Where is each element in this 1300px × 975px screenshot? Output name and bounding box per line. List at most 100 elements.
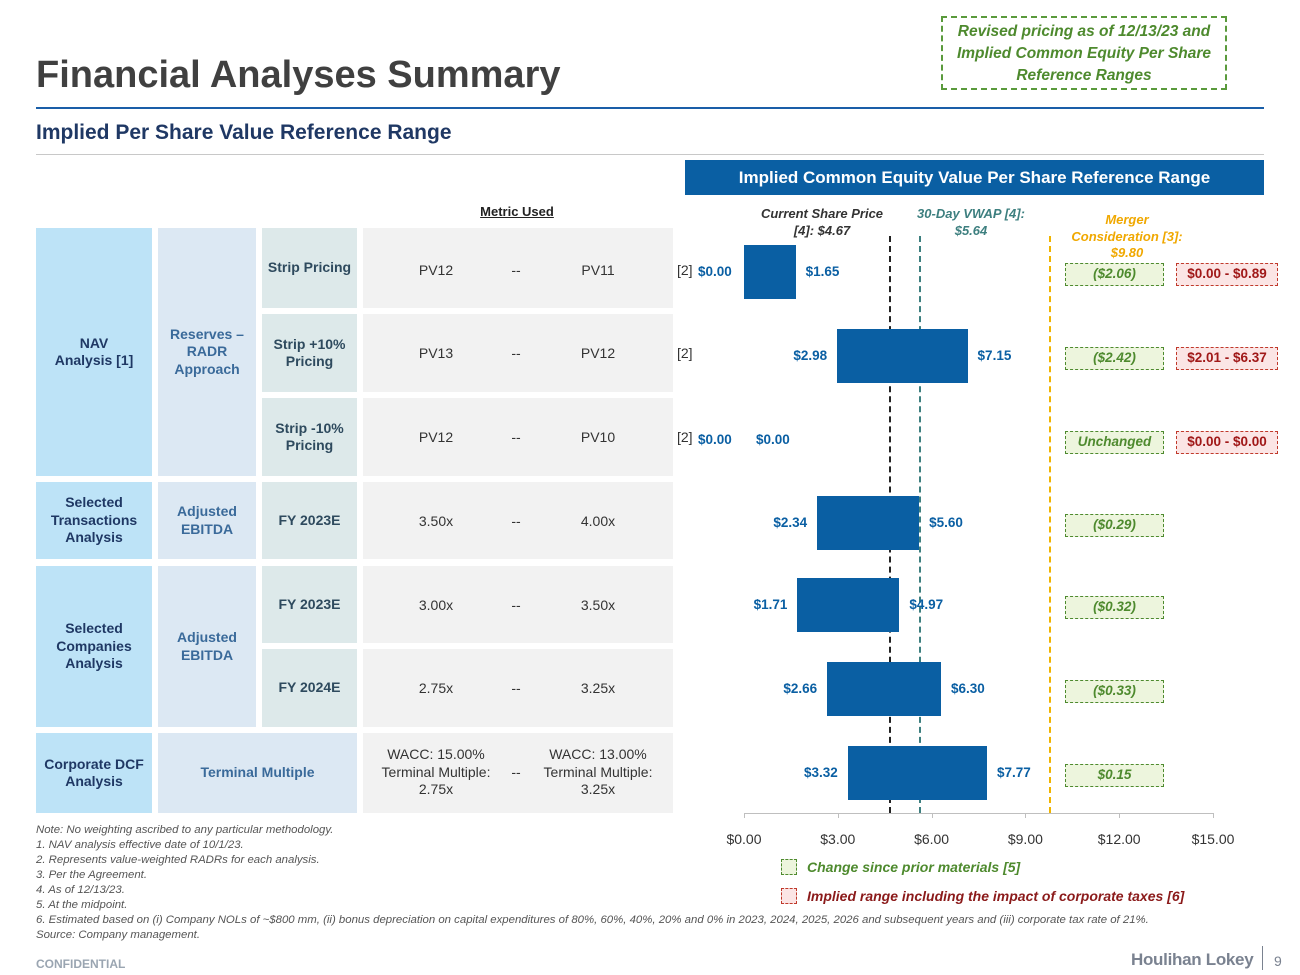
metric-low: 3.00x — [418, 597, 454, 613]
range-low-label: $2.34 — [773, 515, 808, 530]
group-transactions: Selected Transactions Analysis — [36, 482, 152, 559]
group-transactions-metric: Adjusted EBITDA — [158, 482, 256, 559]
metric-high: PV10 — [580, 429, 616, 445]
legend-change-swatch — [781, 859, 797, 875]
footnote-ref: [2] — [677, 429, 693, 445]
group-reserves-label: Reserves – RADR Approach — [170, 325, 244, 377]
change-badge: ($0.29) — [1065, 514, 1164, 537]
basis-cell: Strip Pricing — [262, 228, 357, 308]
range-low-label: $0.00 — [698, 264, 732, 279]
metric-low: PV12 — [418, 429, 454, 445]
page-title: Financial Analyses Summary — [36, 54, 561, 96]
range-high-label: $5.60 — [929, 515, 963, 530]
metric-high: 3.50x — [580, 597, 616, 613]
range-high-label: $6.30 — [950, 681, 985, 696]
range-low-label: $2.98 — [793, 348, 828, 363]
transactions-metric-label: Adjusted EBITDA — [177, 503, 237, 537]
basis-cell: FY 2024E — [262, 649, 357, 727]
revised-note: Revised pricing as of 12/13/23 and Impli… — [941, 16, 1227, 90]
footnote-line: Source: Company management. — [36, 929, 200, 941]
group-companies-metric: Adjusted EBITDA — [158, 566, 256, 727]
page-number: 9 — [1274, 953, 1282, 969]
company-logo: Houlihan Lokey — [1131, 950, 1254, 969]
range-bar — [847, 746, 987, 800]
range-low-label: $2.66 — [783, 681, 818, 696]
metric-low: 2.75x — [418, 680, 454, 696]
group-transactions-label: Selected Transactions Analysis — [50, 494, 138, 546]
range-low-label: $1.71 — [753, 597, 788, 612]
group-companies: Selected Companies Analysis — [36, 566, 152, 727]
group-reserves: Reserves – RADR Approach — [158, 228, 256, 476]
metric-high: PV12 — [580, 345, 616, 361]
range-high-label: $4.97 — [909, 597, 944, 612]
footnote-line: 2. Represents value-weighted RADRs for e… — [36, 854, 320, 866]
title-rule — [36, 107, 1264, 109]
metric-cell — [363, 314, 673, 392]
metric-cell — [363, 482, 673, 559]
basis-label: FY 2023E — [278, 595, 341, 612]
basis-cell: Strip +10% Pricing — [262, 314, 357, 392]
confidential-label: CONFIDENTIAL — [36, 957, 126, 971]
footnote-ref: [2] — [677, 345, 693, 361]
footnotes: Note: No weighting ascribed to any parti… — [36, 823, 1149, 943]
footnote-line: 6. Estimated based on (i) Company NOLs o… — [36, 914, 1149, 926]
group-dcf: Corporate DCF Analysis — [36, 733, 152, 813]
change-badge: Unchanged — [1065, 431, 1164, 454]
range-high-label: $1.65 — [805, 264, 840, 279]
x-axis — [744, 813, 1214, 814]
chart-banner: Implied Common Equity Value Per Share Re… — [685, 160, 1264, 195]
group-dcf-metric: Terminal Multiple — [158, 733, 357, 813]
metric-sep: -- — [511, 345, 521, 361]
range-bar — [797, 578, 900, 632]
basis-label: FY 2023E — [278, 511, 341, 528]
metric-sep: -- — [511, 680, 521, 696]
logo-divider — [1262, 946, 1263, 970]
metric-low: PV13 — [418, 345, 454, 361]
range-bar — [817, 496, 920, 550]
basis-cell: FY 2023E — [262, 566, 357, 643]
metric-sep: -- — [511, 597, 521, 613]
change-badge: ($2.42) — [1065, 347, 1164, 370]
metric-cell — [363, 398, 673, 476]
group-companies-label: Selected Companies Analysis — [56, 620, 132, 672]
metric-sep: -- — [511, 513, 521, 529]
tax-range-badge: $0.00 - $0.89 — [1176, 263, 1278, 286]
basis-cell: FY 2023E — [262, 482, 357, 559]
tax-range-badge: $2.01 - $6.37 — [1176, 347, 1278, 370]
metric-cell — [363, 566, 673, 643]
x-tick-label: $15.00 — [1191, 831, 1235, 847]
metric-cell — [363, 733, 673, 813]
group-nav: NAV Analysis [1] — [36, 228, 152, 476]
metric-sep: -- — [511, 262, 521, 278]
legend-tax-label: Implied range including the impact of co… — [807, 888, 1185, 904]
metric-cell — [363, 228, 673, 308]
metric-sep: -- — [511, 429, 521, 445]
group-nav-label: NAV Analysis [1] — [54, 334, 134, 369]
dcf-metric-label: Terminal Multiple — [200, 764, 315, 781]
change-badge: ($2.06) — [1065, 263, 1164, 286]
metric-low: WACC: 15.00% Terminal Multiple: 2.75x — [381, 746, 491, 797]
metric-sep: -- — [511, 764, 521, 780]
metric-high: 3.25x — [580, 680, 616, 696]
legend-tax-swatch — [781, 888, 797, 904]
metric-low: PV12 — [418, 262, 454, 278]
basis-label: Strip Pricing — [267, 259, 352, 276]
merger-label: Merger Consideration [3]: $9.80 — [1071, 212, 1183, 260]
change-badge: ($0.32) — [1065, 596, 1164, 619]
range-bar — [827, 662, 941, 716]
footnote-line: 3. Per the Agreement. — [36, 869, 148, 881]
change-badge: ($0.33) — [1065, 680, 1164, 703]
metric-low: 3.50x — [418, 513, 454, 529]
companies-metric-label: Adjusted EBITDA — [177, 629, 237, 663]
change-badge: $0.15 — [1065, 764, 1164, 787]
footnote-line: 5. At the midpoint. — [36, 899, 128, 911]
subtitle-rule — [36, 154, 1264, 155]
basis-label: FY 2024E — [278, 679, 341, 696]
metric-cell — [363, 649, 673, 727]
footnote-ref: [2] — [677, 262, 693, 278]
range-high-label: $7.15 — [977, 348, 1012, 363]
footnote-line: 1. NAV analysis effective date of 10/1/2… — [36, 839, 244, 851]
range-high-label: $0.00 — [756, 432, 790, 447]
range-low-label: $0.00 — [698, 432, 732, 447]
metric-used-header: Metric Used — [480, 204, 554, 219]
